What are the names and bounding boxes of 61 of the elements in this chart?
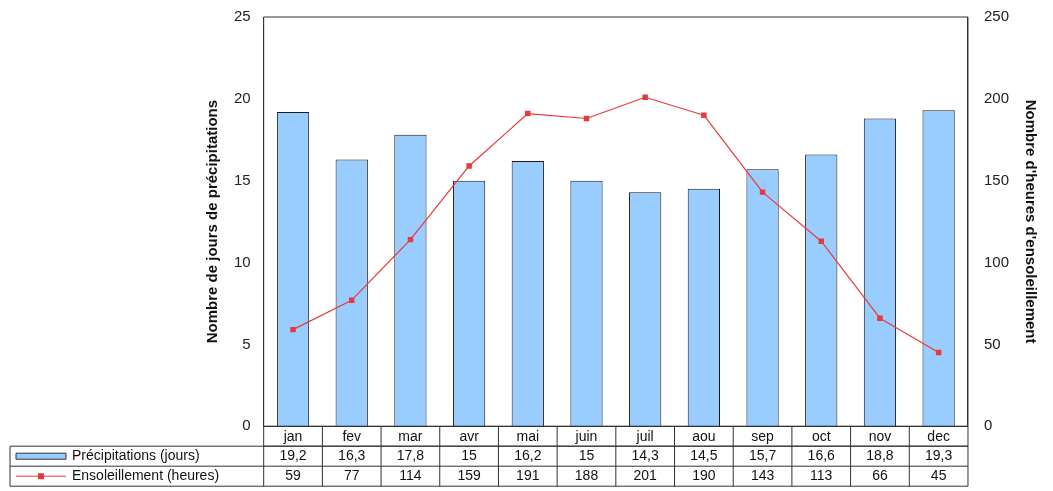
data-label: 18,8 [866, 447, 894, 464]
point [349, 297, 355, 303]
data-label: 114 [399, 467, 422, 484]
x-tick-label: juil [635, 428, 654, 445]
y2-tick-label: 50 [983, 334, 1001, 352]
point [642, 94, 648, 100]
x-tick-label: nov [868, 428, 892, 445]
y-tick-label: 25 [234, 7, 251, 25]
data-label: 66 [872, 467, 888, 484]
point [701, 112, 707, 118]
x-tick-label: sep [751, 428, 775, 445]
data-label: 59 [285, 467, 302, 484]
point [877, 315, 883, 321]
data-label: 188 [574, 467, 599, 484]
point [759, 189, 766, 195]
y2-tick-label: 150 [983, 170, 1009, 188]
x-tick-label: aou [692, 428, 716, 445]
x-tick-label: avr [459, 428, 480, 445]
y2-tick-label: 200 [983, 88, 1009, 106]
x-tick-label: jan [282, 428, 303, 445]
x-tick-label: juin [574, 428, 598, 445]
data-label: 77 [343, 467, 360, 484]
data-label: 45 [930, 467, 947, 484]
point [818, 238, 824, 244]
data-label: 191 [516, 467, 540, 484]
x-tick-label: mai [516, 428, 540, 445]
data-label: 201 [633, 467, 658, 484]
y-tick-label: 15 [234, 170, 251, 188]
y2-tick-label: 250 [983, 7, 1009, 25]
point [525, 110, 531, 117]
x-tick-label: dec [927, 428, 950, 445]
data-label: 16,6 [807, 447, 836, 464]
x-tick-label: fev [342, 428, 362, 445]
data-label: 19,2 [279, 447, 307, 464]
data-label: 159 [457, 467, 481, 484]
legend-label: Ensoleillement (heures) [72, 467, 220, 484]
data-label: 15 [461, 447, 478, 464]
data-label: 17,8 [396, 447, 425, 464]
y-tick-label: 0 [242, 416, 251, 434]
legend-label: Précipitations (jours) [72, 447, 200, 464]
y-tick-label: 10 [234, 252, 251, 270]
y2-tick-label: 100 [983, 252, 1009, 270]
point [290, 326, 296, 333]
x-tick-label: mar [398, 428, 423, 445]
data-label: 113 [810, 467, 833, 484]
data-label: 190 [692, 467, 716, 484]
data-label: 15,7 [748, 447, 777, 464]
y2-tick-label: 0 [983, 416, 993, 434]
y-tick-label: 20 [234, 88, 251, 106]
point [466, 163, 472, 169]
data-label: 14,3 [631, 447, 660, 464]
data-label: 16,3 [338, 447, 366, 464]
data-label: 19,3 [925, 447, 953, 464]
data-label: 14,5 [690, 447, 718, 464]
data-label: 143 [750, 467, 775, 484]
x-tick-label: oct [811, 428, 831, 445]
y-axis-title: Nombre de jours de précipitations [203, 99, 221, 344]
data-label: 16,2 [514, 447, 542, 464]
data-label: 15 [578, 447, 595, 464]
y2-axis-title: Nombre d'heures d'ensoleillement [1022, 99, 1040, 344]
y-tick-label: 5 [242, 334, 251, 352]
